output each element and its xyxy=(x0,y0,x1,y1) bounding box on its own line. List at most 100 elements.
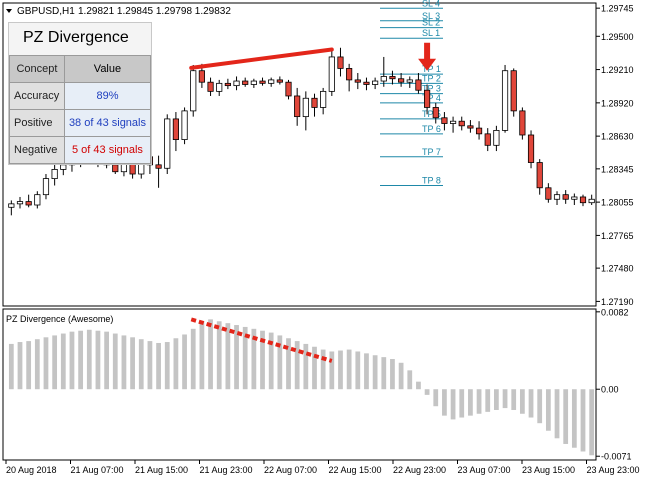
candle xyxy=(372,80,379,85)
histogram-bar xyxy=(494,389,499,410)
histogram-bar xyxy=(563,389,569,444)
histogram-bar xyxy=(519,389,525,414)
histogram-bar xyxy=(424,389,430,395)
histogram-bar xyxy=(121,335,127,390)
histogram-bar xyxy=(86,329,92,390)
indicator-axis: 0.0082 0.00 -0.0071 xyxy=(596,307,632,462)
candle xyxy=(34,194,41,206)
indicator-tick-label: 0.00 xyxy=(601,385,619,395)
candle xyxy=(328,56,335,92)
candle xyxy=(380,76,387,82)
level-label: SL 1 xyxy=(422,28,440,38)
histogram-bar xyxy=(580,389,586,452)
candle xyxy=(259,80,266,84)
histogram-bar xyxy=(52,335,58,390)
candle xyxy=(276,79,283,83)
candle xyxy=(510,70,517,112)
histogram-bar xyxy=(190,328,196,390)
histogram-bar xyxy=(346,349,352,390)
histogram-bar xyxy=(398,362,404,390)
chevron-down-icon[interactable] xyxy=(6,9,12,13)
price-tick-label: 1.28920 xyxy=(601,98,634,108)
price-tick-label: 1.29210 xyxy=(601,65,634,75)
histogram-bar xyxy=(182,334,187,390)
candle xyxy=(294,95,301,118)
price-tick-label: 1.29745 xyxy=(601,4,634,14)
candle xyxy=(501,70,509,131)
histogram-bar xyxy=(130,337,135,390)
ohlc-readout: 1.29821 1.29845 1.29798 1.29832 xyxy=(78,6,231,17)
time-axis: 20 Aug 2018 21 Aug 07:00 21 Aug 15:00 21 Au… xyxy=(5,460,640,475)
histogram-bar xyxy=(156,342,161,390)
price-tick-label: 1.29500 xyxy=(601,32,634,42)
indicator-tick-label: 0.0082 xyxy=(601,307,629,317)
candle xyxy=(588,198,595,204)
histogram-bar xyxy=(416,381,421,390)
time-tick-label: 23 Aug 07:00 xyxy=(458,465,511,475)
histogram-bar xyxy=(208,319,213,390)
candle xyxy=(519,110,526,136)
candle xyxy=(207,81,214,92)
histogram-bar xyxy=(303,343,309,390)
stats-label: Negative xyxy=(9,136,65,164)
indicator-divergence-line xyxy=(190,317,333,363)
level-label: TP 4 xyxy=(422,93,441,103)
histogram-bar xyxy=(476,389,482,414)
price-tick-label: 1.27765 xyxy=(601,231,634,241)
candle xyxy=(527,134,535,163)
indicator-title: PZ Divergence (Awesome) xyxy=(6,314,113,324)
histogram-bar xyxy=(528,389,534,418)
stats-label: Accuracy xyxy=(9,82,65,110)
time-tick-label: 22 Aug 15:00 xyxy=(329,465,382,475)
candle xyxy=(424,89,431,108)
indicator-pane xyxy=(2,308,597,461)
candle xyxy=(432,107,439,119)
candle xyxy=(363,81,370,85)
price-pane: SL 4 SL 3SL 2SL 1 TP 1TP 2TP 3TP 4 TP 5 TP 6… xyxy=(2,0,597,307)
histogram-bar xyxy=(164,342,170,390)
candle xyxy=(337,56,344,69)
level-label: TP 8 xyxy=(422,175,441,185)
histogram-bar xyxy=(511,389,517,410)
candle xyxy=(155,164,162,169)
histogram-bar xyxy=(277,335,283,390)
level-label: SL 3 xyxy=(422,11,440,21)
histogram-bar xyxy=(286,338,291,390)
time-tick-label: 22 Aug 23:00 xyxy=(393,465,446,475)
histogram-bar xyxy=(294,341,300,390)
histogram-bar xyxy=(537,389,543,424)
histogram-bar xyxy=(26,341,32,390)
price-tick-label: 1.27480 xyxy=(601,264,634,274)
stats-label: Positive xyxy=(9,109,65,137)
stats-row-accuracy: Accuracy 89% xyxy=(9,82,152,110)
histogram-bar xyxy=(372,355,378,390)
histogram-bar xyxy=(173,338,179,390)
candle xyxy=(242,80,249,85)
candle xyxy=(354,79,361,83)
stats-value: 38 of 43 signals xyxy=(63,109,152,137)
candle xyxy=(389,76,396,80)
candle xyxy=(51,169,58,180)
candle xyxy=(441,117,448,124)
candle xyxy=(467,125,474,129)
histogram-bar xyxy=(485,389,491,412)
histogram-bar xyxy=(242,326,248,390)
histogram-bar xyxy=(43,337,49,390)
candle xyxy=(285,81,292,97)
histogram-bar xyxy=(554,389,560,439)
histogram-bar xyxy=(338,350,343,390)
stats-col-concept: Concept xyxy=(9,55,65,83)
candle xyxy=(406,79,413,83)
histogram-bar xyxy=(459,389,465,418)
candle xyxy=(458,120,465,127)
candle xyxy=(216,82,223,92)
level-label: TP 6 xyxy=(422,124,441,134)
histogram-bar xyxy=(329,351,335,390)
candle xyxy=(16,201,24,205)
price-tick-label: 1.28345 xyxy=(601,164,634,174)
candle xyxy=(398,78,405,83)
stats-col-value: Value xyxy=(63,55,152,83)
price-tick-label: 1.28630 xyxy=(601,132,634,142)
candle xyxy=(8,203,15,208)
